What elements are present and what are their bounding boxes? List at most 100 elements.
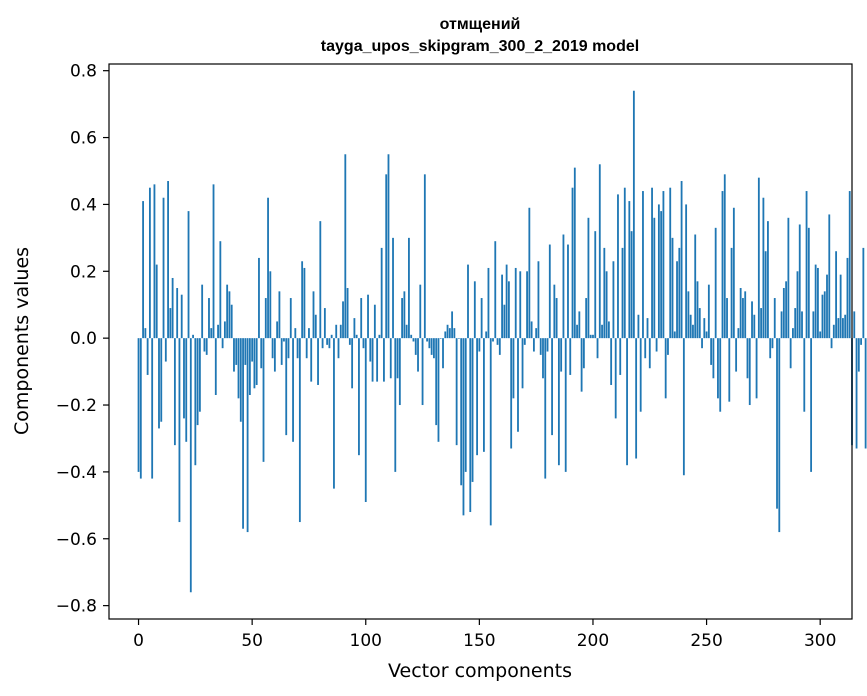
bar bbox=[358, 338, 360, 456]
bar bbox=[592, 334, 594, 339]
bar bbox=[623, 187, 626, 339]
bar bbox=[485, 331, 488, 339]
bar bbox=[203, 338, 206, 352]
bar bbox=[653, 217, 656, 339]
bar bbox=[437, 338, 440, 442]
bar bbox=[530, 321, 533, 339]
bar bbox=[764, 251, 767, 339]
bar bbox=[189, 338, 192, 593]
bar bbox=[769, 338, 772, 359]
bar bbox=[610, 338, 613, 385]
bar bbox=[544, 338, 547, 479]
bar bbox=[383, 338, 385, 382]
bar bbox=[535, 328, 538, 339]
bar bbox=[362, 338, 365, 349]
bar bbox=[771, 338, 774, 349]
bar bbox=[564, 338, 567, 472]
bar bbox=[846, 257, 849, 339]
bar bbox=[144, 328, 147, 339]
bar bbox=[164, 338, 167, 362]
bar bbox=[451, 311, 454, 339]
bar bbox=[710, 338, 713, 365]
bar bbox=[698, 308, 701, 339]
bar bbox=[735, 338, 738, 372]
bar bbox=[507, 281, 510, 339]
bar bbox=[864, 338, 867, 449]
bar bbox=[248, 338, 251, 395]
bar bbox=[514, 267, 517, 339]
bar bbox=[707, 284, 710, 339]
bar bbox=[137, 338, 140, 472]
bar bbox=[494, 241, 497, 339]
bar bbox=[657, 204, 660, 339]
bar bbox=[692, 324, 694, 339]
bar bbox=[589, 334, 592, 339]
bar bbox=[664, 338, 667, 399]
bar bbox=[262, 338, 265, 462]
bar bbox=[296, 338, 299, 359]
bar bbox=[408, 237, 410, 339]
bar bbox=[396, 338, 399, 379]
bar bbox=[458, 338, 460, 339]
bar bbox=[212, 184, 215, 339]
bar bbox=[260, 338, 263, 369]
chart-title-line1: отмщений bbox=[440, 16, 521, 33]
bar bbox=[826, 274, 828, 339]
y-tick-label: −0.6 bbox=[56, 530, 97, 550]
bar bbox=[639, 338, 642, 412]
bar bbox=[760, 308, 763, 339]
bar bbox=[412, 338, 415, 342]
bar bbox=[587, 217, 590, 339]
bar bbox=[714, 227, 717, 339]
bar bbox=[605, 271, 608, 339]
plot-frame bbox=[108, 63, 853, 620]
bar bbox=[337, 338, 340, 359]
bar bbox=[671, 237, 674, 339]
bar-series bbox=[137, 90, 867, 593]
bar bbox=[817, 267, 819, 339]
bar bbox=[360, 298, 363, 339]
bar bbox=[292, 338, 294, 442]
bar bbox=[501, 274, 503, 339]
bar bbox=[619, 338, 622, 375]
bar bbox=[246, 338, 249, 533]
bar bbox=[167, 181, 169, 339]
bar bbox=[844, 314, 847, 339]
chart-title-line2: tayga_upos_skipgram_300_2_2019 model bbox=[321, 38, 639, 55]
bar bbox=[160, 338, 163, 422]
bar bbox=[476, 338, 478, 456]
bar bbox=[532, 338, 535, 352]
bar bbox=[728, 338, 731, 402]
bar bbox=[687, 291, 690, 339]
bar bbox=[555, 298, 558, 339]
bar bbox=[546, 338, 549, 352]
bar bbox=[612, 261, 615, 339]
y-tick-label: −0.8 bbox=[56, 597, 97, 617]
bar bbox=[280, 338, 283, 365]
bar bbox=[510, 338, 513, 449]
bar bbox=[373, 304, 376, 339]
bar bbox=[655, 338, 658, 352]
bar bbox=[539, 338, 542, 355]
bar bbox=[553, 284, 556, 339]
bar bbox=[198, 338, 201, 412]
bar bbox=[537, 261, 540, 339]
bar bbox=[419, 284, 422, 339]
bar bbox=[578, 311, 581, 339]
bar bbox=[503, 304, 506, 339]
x-tick-label: 0 bbox=[133, 631, 144, 651]
bar bbox=[339, 324, 342, 339]
bar bbox=[669, 187, 672, 339]
x-tick-label: 100 bbox=[350, 631, 382, 651]
bar bbox=[155, 264, 158, 339]
bar bbox=[162, 197, 165, 339]
bar bbox=[230, 304, 233, 339]
bar bbox=[242, 338, 244, 529]
bar bbox=[526, 271, 528, 339]
bar bbox=[319, 221, 322, 339]
bar bbox=[471, 338, 474, 482]
bar bbox=[323, 308, 326, 339]
bar bbox=[651, 187, 653, 339]
bar bbox=[717, 338, 719, 399]
